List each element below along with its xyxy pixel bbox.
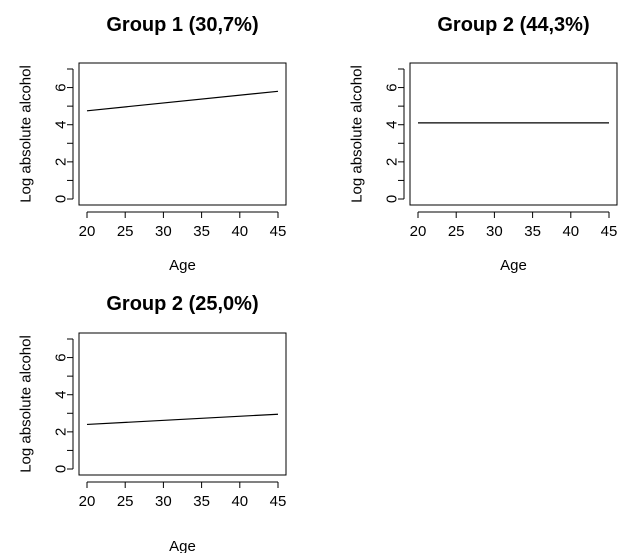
x-axis-label: Age — [500, 257, 527, 274]
x-tick-label: 20 — [410, 223, 427, 240]
x-tick-label: 40 — [231, 223, 248, 240]
x-tick-label: 25 — [117, 223, 134, 240]
y-axis-label: Log absolute alcohol — [18, 335, 35, 473]
chart-title: Group 2 (25,0%) — [106, 293, 258, 315]
x-tick-label: 20 — [79, 493, 96, 510]
y-tick-label: 2 — [53, 428, 70, 436]
x-tick-label: 45 — [601, 223, 618, 240]
plot-box — [78, 332, 287, 476]
chart-panel-3: Group 2 (25,0%) 20 25 30 35 40 45 0 2 4 6 Age Log ab… — [18, 293, 287, 555]
plot-box — [78, 62, 287, 206]
x-tick-label: 25 — [448, 223, 465, 240]
x-tick-label: 40 — [231, 493, 248, 510]
series-line-1 — [86, 413, 279, 426]
x-tick-label: 35 — [524, 223, 541, 240]
y-tick-label: 0 — [53, 195, 70, 203]
x-tick-label: 40 — [562, 223, 579, 240]
x-tick-label: 35 — [193, 493, 210, 510]
x-tick-label: 20 — [79, 223, 96, 240]
series-line-1 — [86, 90, 279, 112]
y-tick-label: 2 — [384, 158, 401, 166]
y-tick-label: 4 — [53, 121, 70, 129]
y-tick-label: 0 — [53, 465, 70, 473]
x-axis-label: Age — [169, 257, 196, 274]
chart-panel-1: Group 1 (30,7%) 20 25 30 35 40 45 0 2 4 6 Age Log ab… — [18, 14, 287, 274]
chart-title: Group 2 (44,3%) — [437, 14, 589, 36]
y-tick-label: 2 — [53, 158, 70, 166]
plot-box — [409, 62, 618, 206]
y-axis-label: Log absolute alcohol — [18, 65, 35, 203]
y-axis-label: Log absolute alcohol — [349, 65, 366, 203]
chart-title: Group 1 (30,7%) — [106, 14, 258, 36]
y-tick-label: 6 — [53, 83, 70, 91]
y-tick-label: 6 — [53, 353, 70, 361]
x-tick-label: 45 — [270, 493, 287, 510]
x-tick-label: 45 — [270, 223, 287, 240]
x-axis-label: Age — [169, 538, 196, 553]
y-tick-label: 0 — [384, 195, 401, 203]
y-tick-label: 4 — [53, 391, 70, 399]
x-tick-label: 30 — [155, 493, 172, 510]
x-tick-label: 35 — [193, 223, 210, 240]
x-tick-label: 25 — [117, 493, 134, 510]
y-tick-label: 6 — [384, 83, 401, 91]
y-tick-label: 4 — [384, 121, 401, 129]
x-tick-label: 30 — [155, 223, 172, 240]
chart-panel-2: Group 2 (44,3%) 20 25 30 35 40 45 0 2 4 6 Age Log ab… — [349, 14, 618, 274]
x-tick-label: 30 — [486, 223, 503, 240]
